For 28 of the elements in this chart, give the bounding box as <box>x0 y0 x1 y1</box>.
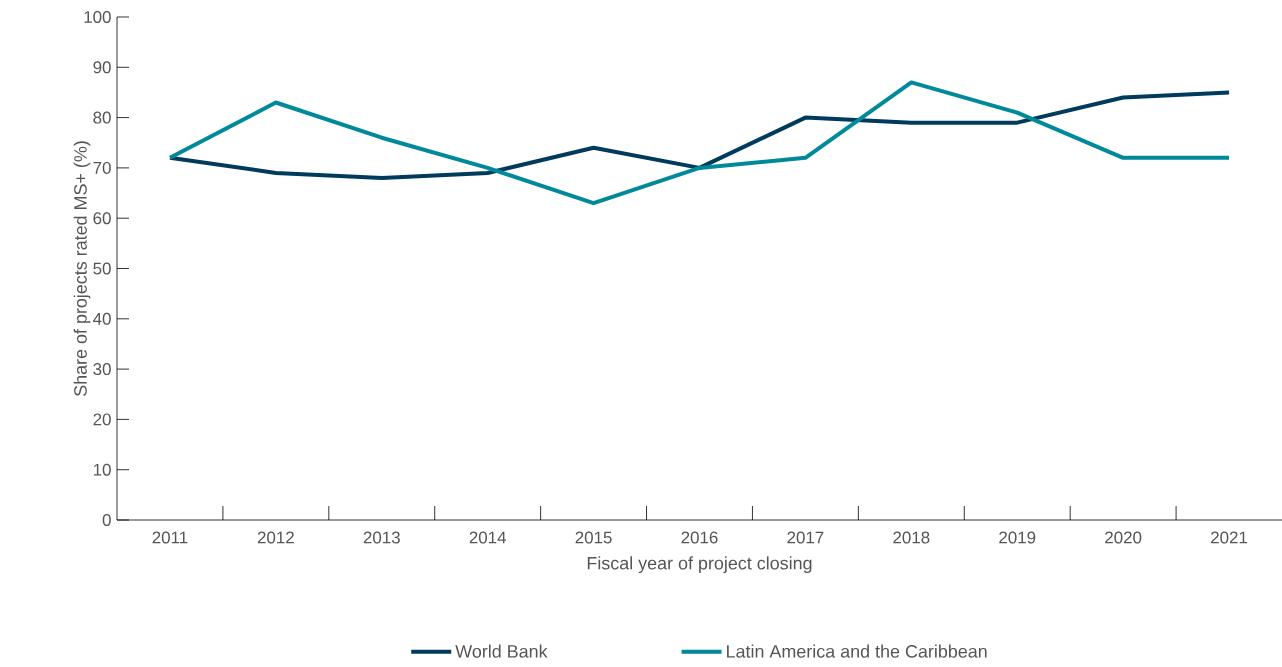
legend-label: World Bank <box>455 644 548 658</box>
y-tick-label: 0 <box>102 514 111 526</box>
line-series <box>167 90 1232 180</box>
x-tick-label: 2017 <box>787 531 824 544</box>
x-tick-label: 2012 <box>257 531 294 544</box>
y-tick-label: 20 <box>93 413 111 426</box>
y-tick-label: 50 <box>93 262 111 275</box>
x-tick-label: 2015 <box>575 531 612 544</box>
y-tick-label: 100 <box>84 11 111 23</box>
x-tick-label: 2014 <box>469 531 507 544</box>
x-tick-label: 2021 <box>1211 531 1248 544</box>
x-tick-label: 2019 <box>999 531 1036 544</box>
x-axis-title: Fiscal year of project closing <box>587 556 812 574</box>
x-tick-label: 2013 <box>363 531 400 544</box>
y-tick-label: 30 <box>93 363 111 376</box>
x-tick-label: 2011 <box>152 531 188 544</box>
x-tick-label: 2020 <box>1105 531 1142 544</box>
y-tick-label: 40 <box>93 312 111 325</box>
y-tick-label: 90 <box>93 61 111 74</box>
y-tick-label: 70 <box>93 161 111 174</box>
y-tick-label: 10 <box>93 463 111 476</box>
legend-label: Latin America and the Caribbean <box>727 644 987 658</box>
y-tick-label: 60 <box>93 212 111 225</box>
x-tick-label: 2016 <box>681 531 718 544</box>
line-series <box>167 80 1232 206</box>
y-tick-label: 80 <box>93 111 111 124</box>
x-tick-label: 2018 <box>893 531 930 544</box>
y-axis-title: Share of projects rated MS+ (%) <box>73 141 91 397</box>
